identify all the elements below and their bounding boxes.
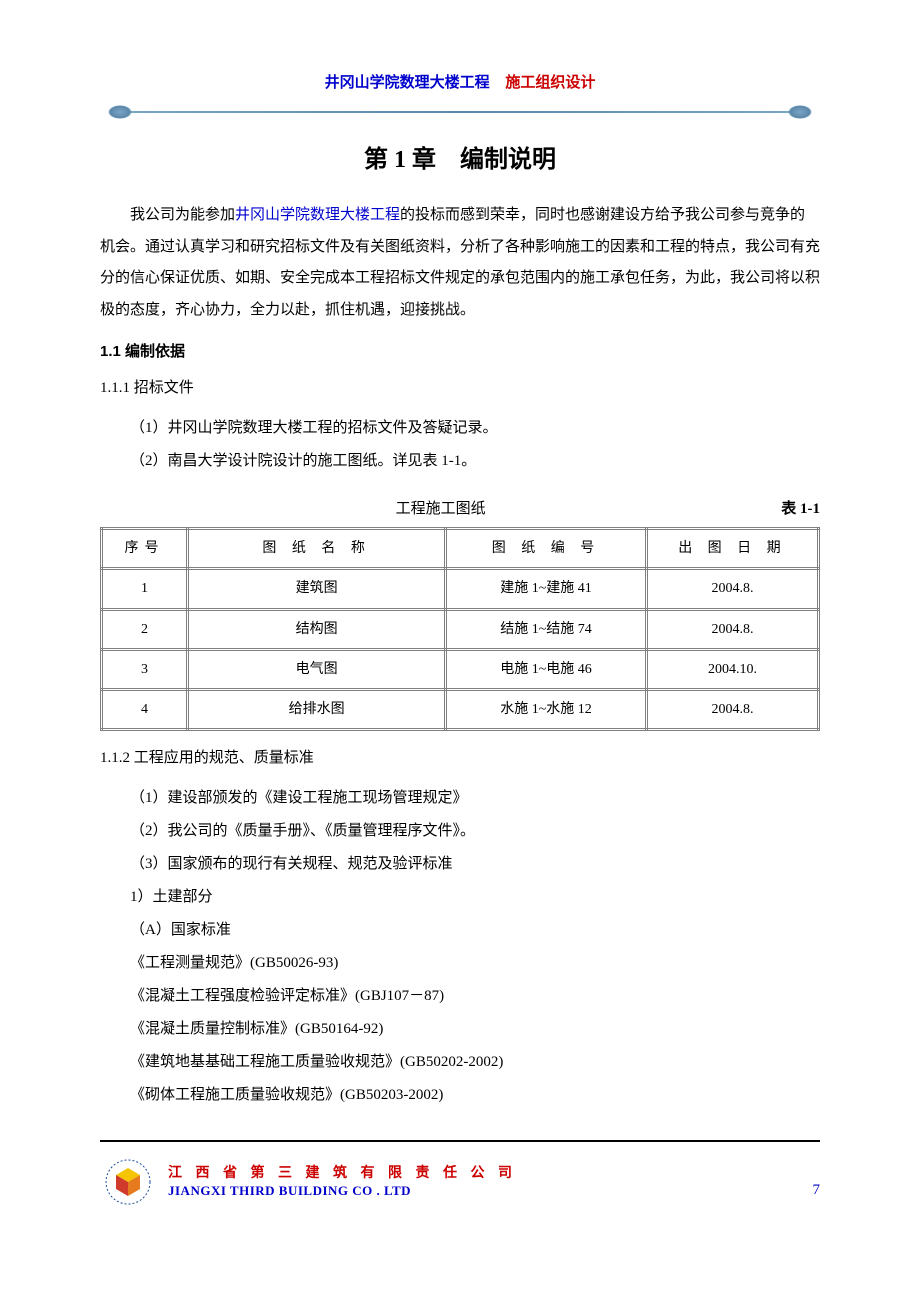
table-cell: 水施 1~水施 12 <box>446 689 647 729</box>
table-cell: 1 <box>102 569 188 609</box>
list-item: 《砌体工程施工质量验收规范》(GB50203-2002) <box>130 1079 820 1112</box>
table-cell: 建筑图 <box>188 569 446 609</box>
section-1-1-2-list: （1）建设部颁发的《建设工程施工现场管理规定》（2）我公司的《质量手册》、《质量… <box>100 782 820 1112</box>
table-row: 2结构图结施 1~结施 742004.8. <box>102 609 819 649</box>
table-cell: 结构图 <box>188 609 446 649</box>
table-cell: 结施 1~结施 74 <box>446 609 647 649</box>
table-cell: 建施 1~建施 41 <box>446 569 647 609</box>
table-cell: 电施 1~电施 46 <box>446 649 647 689</box>
page-number: 7 <box>813 1177 821 1204</box>
ornament-left-icon <box>108 105 132 119</box>
list-item: （1）井冈山学院数理大楼工程的招标文件及答疑记录。 <box>130 412 820 445</box>
table-caption-row: 工程施工图纸 表 1-1 <box>100 496 820 523</box>
table-row: 3电气图电施 1~电施 462004.10. <box>102 649 819 689</box>
drawings-table: 序号图 纸 名 称图 纸 编 号出 图 日 期 1建筑图建施 1~建施 4120… <box>100 527 820 731</box>
list-item: （2）我公司的《质量手册》、《质量管理程序文件》。 <box>130 815 820 848</box>
list-item: 《混凝土质量控制标准》(GB50164-92) <box>130 1013 820 1046</box>
chapter-title: 第 1 章 编制说明 <box>100 139 820 182</box>
footer-rule <box>100 1140 820 1142</box>
section-1-1-1-heading: 1.1.1 招标文件 <box>100 375 820 402</box>
page-footer: 江 西 省 第 三 建 筑 有 限 责 任 公 司 JIANGXI THIRD … <box>100 1158 820 1206</box>
table-body: 1建筑图建施 1~建施 412004.8.2结构图结施 1~结施 742004.… <box>102 569 819 730</box>
intro-project-link: 井冈山学院数理大楼工程 <box>235 207 400 223</box>
list-item: 《建筑地基基础工程施工质量验收规范》(GB50202-2002) <box>130 1046 820 1079</box>
company-logo-icon <box>100 1158 156 1206</box>
table-cell: 电气图 <box>188 649 446 689</box>
list-item: 1）土建部分 <box>130 881 820 914</box>
page-header: 井冈山学院数理大楼工程 施工组织设计 <box>100 70 820 97</box>
section-1-1-heading: 1.1 编制依据 <box>100 338 820 365</box>
table-header-cell: 出 图 日 期 <box>646 529 818 569</box>
header-title-red: 施工组织设计 <box>505 75 595 91</box>
table-header-cell: 图 纸 名 称 <box>188 529 446 569</box>
table-cell: 2004.8. <box>646 569 818 609</box>
table-header-cell: 图 纸 编 号 <box>446 529 647 569</box>
table-cell: 2004.8. <box>646 689 818 729</box>
table-caption-right: 表 1-1 <box>781 496 820 523</box>
section-1-1-1-list: （1）井冈山学院数理大楼工程的招标文件及答疑记录。（2）南昌大学设计院设计的施工… <box>100 412 820 478</box>
list-item: （A）国家标准 <box>130 914 820 947</box>
table-cell: 2004.10. <box>646 649 818 689</box>
table-caption-center: 工程施工图纸 <box>100 496 781 523</box>
list-item: 《混凝土工程强度检验评定标准》(GBJ107－87) <box>130 980 820 1013</box>
header-title-blue: 井冈山学院数理大楼工程 <box>325 75 490 91</box>
list-item: （3）国家颁布的现行有关规程、规范及验评标准 <box>130 848 820 881</box>
table-header-row: 序号图 纸 名 称图 纸 编 号出 图 日 期 <box>102 529 819 569</box>
table-cell: 2004.8. <box>646 609 818 649</box>
table-cell: 3 <box>102 649 188 689</box>
table-header-cell: 序号 <box>102 529 188 569</box>
footer-company-en: JIANGXI THIRD BUILDING CO . LTD <box>168 1183 801 1200</box>
footer-text: 江 西 省 第 三 建 筑 有 限 责 任 公 司 JIANGXI THIRD … <box>168 1165 801 1200</box>
table-cell: 给排水图 <box>188 689 446 729</box>
table-cell: 2 <box>102 609 188 649</box>
table-row: 1建筑图建施 1~建施 412004.8. <box>102 569 819 609</box>
intro-paragraph: 我公司为能参加井冈山学院数理大楼工程的投标而感到荣幸，同时也感谢建设方给予我公司… <box>100 200 820 326</box>
intro-prefix: 我公司为能参加 <box>130 207 235 223</box>
footer-company-cn: 江 西 省 第 三 建 筑 有 限 责 任 公 司 <box>168 1165 801 1183</box>
ornament-right-icon <box>788 105 812 119</box>
section-1-1-2-heading: 1.1.2 工程应用的规范、质量标准 <box>100 745 820 772</box>
table-cell: 4 <box>102 689 188 729</box>
table-row: 4给排水图水施 1~水施 122004.8. <box>102 689 819 729</box>
decorative-divider <box>100 105 820 119</box>
list-item: （1）建设部颁发的《建设工程施工现场管理规定》 <box>130 782 820 815</box>
list-item: 《工程测量规范》(GB50026-93) <box>130 947 820 980</box>
intro-suffix: 的投标而感到荣幸，同时也感谢建设方给予我公司参与竞争的机会。通过认真学习和研究招… <box>100 207 820 318</box>
list-item: （2）南昌大学设计院设计的施工图纸。详见表 1-1。 <box>130 445 820 478</box>
